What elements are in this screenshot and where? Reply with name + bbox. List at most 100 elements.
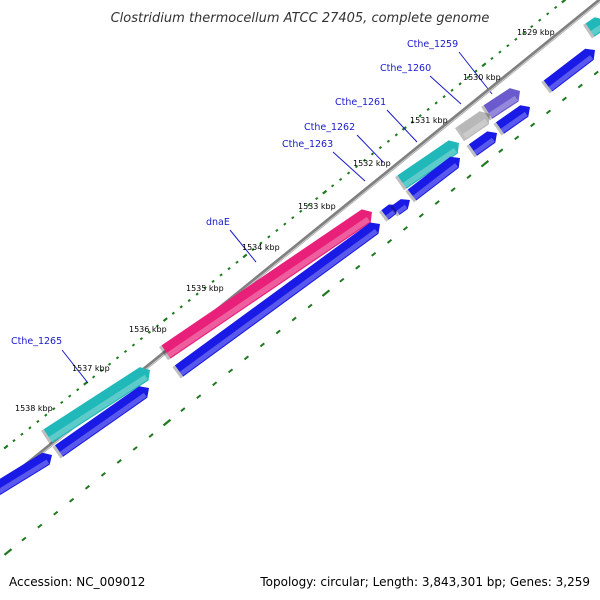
outer-tick: [506, 44, 510, 48]
gene-label[interactable]: Cthe_1260: [380, 63, 431, 74]
gene-bar-cthe-1260[interactable]: [455, 111, 490, 142]
cds-bar-cthe-1262-body[interactable]: [392, 199, 410, 215]
outer-tick: [219, 273, 223, 277]
gene-bar-cthe-1261-body[interactable]: [397, 140, 459, 189]
gene-label[interactable]: Cthe_1259: [407, 39, 458, 50]
cds-bar-cthe-1265-body[interactable]: [54, 386, 149, 457]
cds-bar-dnae[interactable]: [172, 222, 380, 379]
gene-bar-cthe-1265[interactable]: [41, 367, 150, 445]
inner-tick: [148, 433, 154, 438]
gene-bar-dnae-cap: [159, 345, 171, 361]
gene-bar-dnae-body[interactable]: [161, 209, 372, 359]
cds-bar-cthe-1265[interactable]: [52, 386, 149, 459]
outer-tick: [426, 107, 430, 111]
gene-label[interactable]: Cthe_1262: [304, 122, 355, 133]
inner-tick: [116, 459, 122, 464]
cds-bar-right[interactable]: [541, 48, 595, 94]
gene-bar-cthe-1261[interactable]: [395, 140, 459, 191]
gene-bar-right-edge-cap: [583, 23, 595, 39]
cds-bar-right-cap: [541, 80, 553, 94]
gene-bar-cthe-1260-body[interactable]: [457, 111, 490, 140]
inner-tick: [514, 135, 520, 141]
kbp-label: 1538 kbp: [15, 404, 53, 413]
kbp-label: 1533 kbp: [298, 202, 336, 211]
gene-bar-right-edge-body[interactable]: [585, 17, 600, 37]
gene-label[interactable]: Cthe_1263: [282, 139, 333, 150]
leader-line: [386, 109, 418, 143]
outer-tick: [554, 5, 558, 10]
gene-label[interactable]: Cthe_1265: [11, 336, 62, 347]
cds-bar-left[interactable]: [0, 452, 52, 498]
cds-bar-dnae-cap: [172, 365, 184, 379]
outer-tick: [338, 177, 343, 182]
outer-tick: [235, 260, 239, 264]
inner-tick: [3, 548, 13, 556]
cds-bar-cthe-1262-cap: [390, 205, 400, 217]
inner-tick: [480, 160, 490, 168]
cds-bar-dnae-shine: [179, 228, 378, 376]
inner-tick: [561, 96, 567, 102]
inner-tick: [227, 368, 234, 374]
cds-bar-dnae-body[interactable]: [174, 222, 380, 377]
outer-tick: [394, 133, 398, 137]
outer-tick: [466, 75, 470, 80]
outer-tick: [139, 337, 144, 341]
outer-tick: [251, 247, 255, 252]
gene-bar-dnae[interactable]: [159, 209, 372, 361]
map-title: Clostridium thermocellum ATCC 27405, com…: [111, 11, 490, 26]
gene-bar-cthe-1265-body[interactable]: [43, 367, 150, 443]
outer-tick: [386, 139, 391, 143]
outer-tick: [354, 165, 359, 169]
cds-bar-cthe-1259[interactable]: [493, 105, 530, 136]
cds-bar-cthe-1260[interactable]: [466, 131, 497, 158]
cds-bar-cthe-1265-shine: [59, 392, 147, 456]
cds-bar-cthe-1262[interactable]: [390, 199, 410, 217]
outer-tick: [522, 31, 526, 35]
outer-tick: [28, 426, 32, 430]
gene-bar-right-edge[interactable]: [583, 17, 600, 39]
outer-tick: [3, 444, 9, 450]
gene-bar-cthe-1259-body[interactable]: [483, 88, 520, 119]
cds-bar-cthe-1259-shine: [500, 111, 528, 133]
inner-tick: [291, 316, 297, 322]
outer-tick: [60, 400, 64, 405]
inner-tick: [21, 536, 27, 542]
gene-label[interactable]: dnaE: [206, 217, 230, 228]
outer-tick: [275, 228, 279, 233]
cds-bar-left-body[interactable]: [0, 452, 52, 496]
outer-tick: [20, 432, 24, 436]
cds-bar-cthe-1263[interactable]: [378, 204, 398, 222]
cds-bar-cthe-1261-body[interactable]: [407, 156, 460, 201]
outer-tick: [322, 189, 328, 195]
inner-tick: [545, 109, 552, 115]
outer-tick: [68, 394, 72, 398]
outer-tick: [44, 413, 48, 417]
cds-bar-cthe-1260-body[interactable]: [468, 131, 497, 156]
kbp-label: 1531 kbp: [410, 116, 448, 125]
inner-tick: [402, 226, 408, 231]
outer-tick: [370, 152, 375, 156]
cds-bar-right-body[interactable]: [543, 48, 595, 92]
outer-tick: [36, 419, 40, 424]
gene-bar-cthe-1259-shine: [488, 95, 518, 118]
inner-tick: [593, 70, 599, 76]
gene-labels[interactable]: Cthe_1259 Cthe_1260 Cthe_1261 Cthe_1262 Cthe…: [11, 39, 458, 347]
cds-bar-cthe-1261[interactable]: [405, 156, 460, 203]
leader-line: [61, 349, 89, 384]
inner-tick: [212, 381, 218, 387]
inner-tick: [307, 303, 313, 309]
cds-bar-cthe-1263-body[interactable]: [381, 204, 398, 220]
genomic-features[interactable]: [0, 0, 600, 498]
gene-bar-cthe-1259[interactable]: [481, 88, 520, 121]
inner-tick: [450, 187, 456, 192]
outer-tick: [91, 375, 96, 379]
leader-line: [229, 229, 257, 263]
inner-tick: [84, 484, 91, 490]
cds-bar-cthe-1259-body[interactable]: [495, 105, 530, 134]
gene-label[interactable]: Cthe_1261: [335, 97, 386, 108]
outer-tick: [450, 88, 454, 92]
accession-text: Accession: NC_009012: [9, 575, 145, 589]
cds-bar-cthe-1263-cap: [378, 210, 389, 222]
cds-bar-cthe-1260-shine: [473, 137, 495, 155]
inner-tick: [466, 174, 472, 179]
